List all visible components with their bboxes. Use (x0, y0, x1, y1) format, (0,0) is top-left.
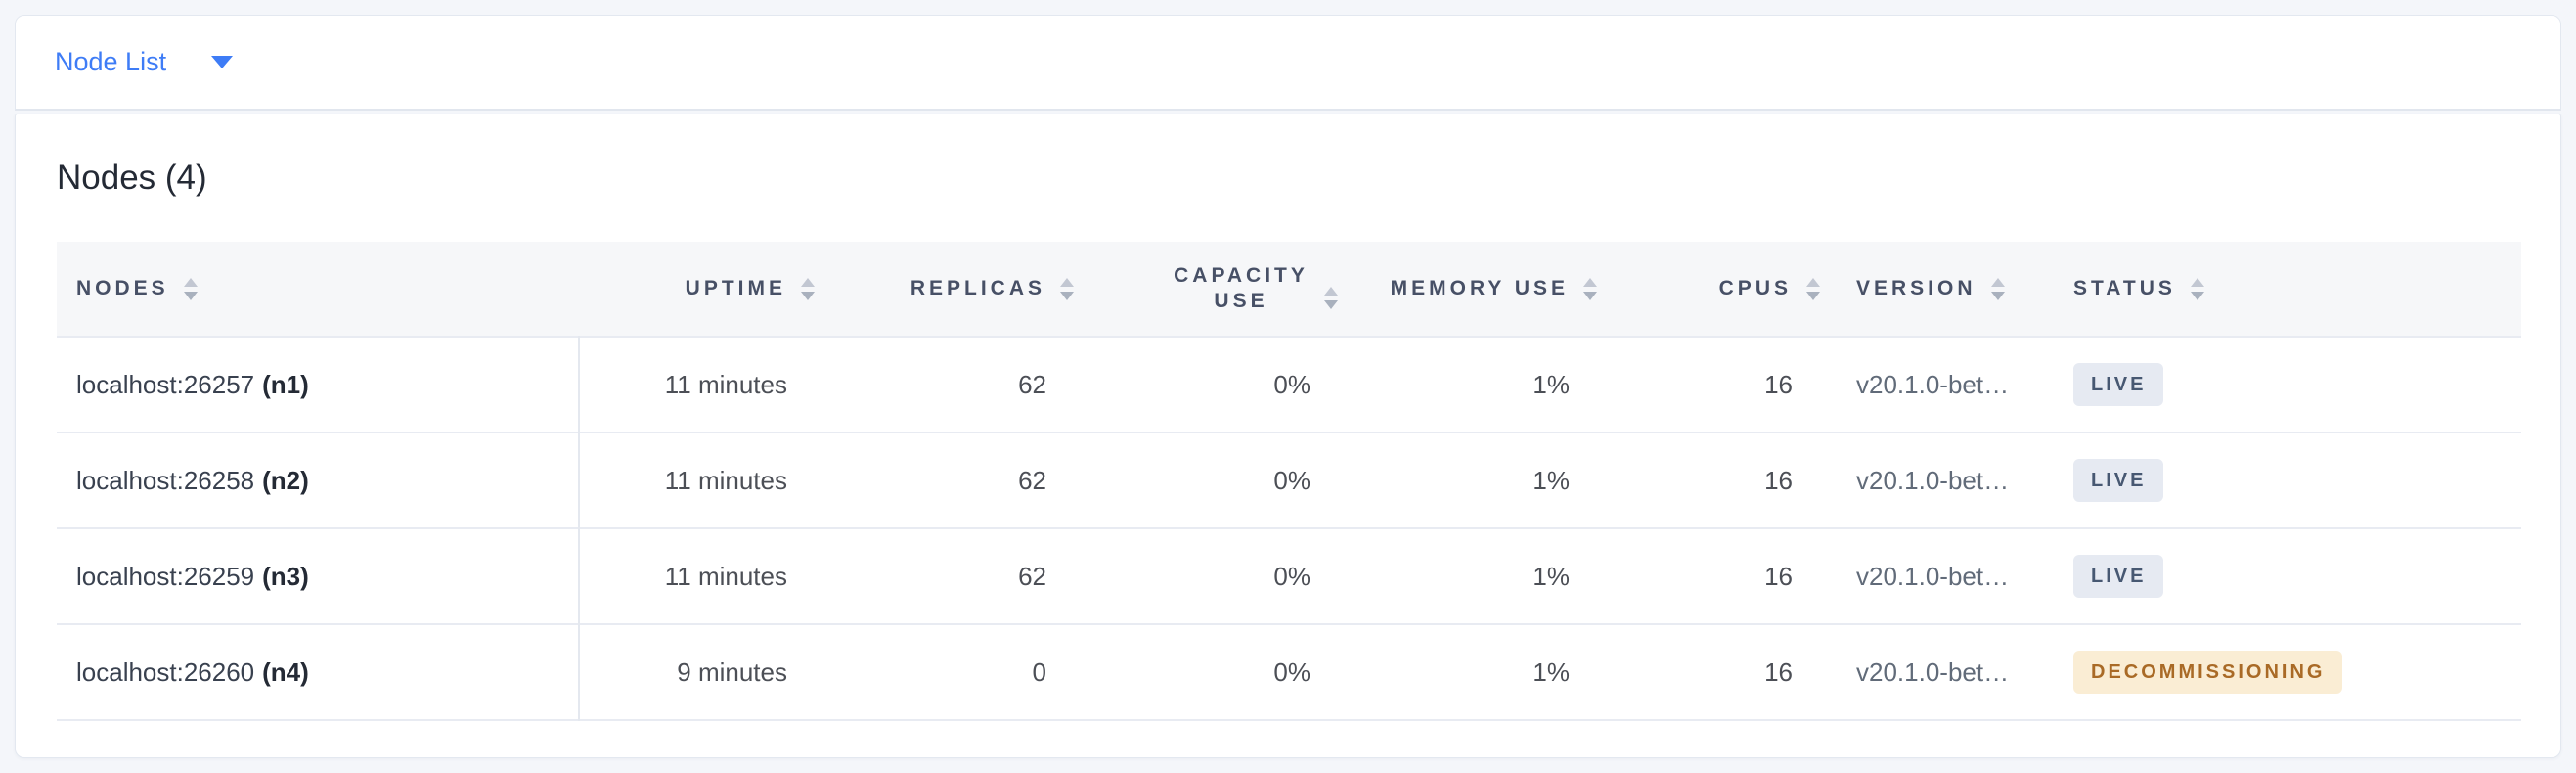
column-header-status[interactable]: Status (2045, 242, 2521, 337)
status-badge: LIVE (2073, 459, 2164, 502)
version-cell: v20.1.0-bet… (1856, 657, 2010, 687)
capacity-use-cell: 0% (1273, 369, 1310, 399)
table-header-row: Nodes Uptime Replicas Capacity Use Memor… (57, 242, 2521, 337)
cpus-cell: 16 (1764, 369, 1793, 399)
node-address-link[interactable]: localhost:26260 (76, 657, 255, 687)
status-cell: LIVE (2045, 432, 2521, 528)
capacity-use-cell: 0% (1273, 465, 1310, 495)
status-cell: DECOMMISSIONING (2045, 624, 2521, 720)
memory-use-cell: 1% (1532, 657, 1570, 687)
column-header-nodes[interactable]: Nodes (57, 242, 579, 337)
column-header-capacity-use[interactable]: Capacity Use (1082, 242, 1346, 337)
node-list-dropdown[interactable]: Node List (55, 47, 234, 77)
memory-use-cell: 1% (1532, 561, 1570, 591)
column-header-cpus[interactable]: CPUs (1605, 242, 1828, 337)
column-header-version[interactable]: Version (1828, 242, 2045, 337)
uptime-cell: 9 minutes (677, 657, 787, 687)
sort-icon (1060, 277, 1074, 300)
sort-icon (1990, 277, 2005, 300)
node-list-dropdown-label: Node List (55, 47, 167, 76)
node-address-link[interactable]: localhost:26258 (76, 465, 255, 495)
view-selector-bar: Node List (15, 15, 2561, 111)
uptime-cell: 11 minutes (664, 561, 787, 591)
page-title: Nodes (4) (57, 159, 207, 197)
nodes-card: Nodes (4) Nodes Uptime Replicas Capacity… (15, 114, 2561, 758)
status-cell: LIVE (2045, 528, 2521, 624)
table-row[interactable]: localhost:26257 (n1) 11 minutes 62 0% 1% … (57, 337, 2521, 432)
sort-icon (1324, 287, 1338, 309)
uptime-cell: 11 minutes (664, 369, 787, 399)
node-address-link[interactable]: localhost:26257 (76, 369, 255, 399)
replicas-cell: 0 (1032, 657, 1046, 687)
status-cell: LIVE (2045, 337, 2521, 432)
version-cell: v20.1.0-bet… (1856, 369, 2010, 399)
sort-icon (183, 277, 198, 300)
uptime-cell: 11 minutes (664, 465, 787, 495)
status-badge: DECOMMISSIONING (2073, 651, 2343, 694)
sort-icon (1806, 277, 1820, 300)
status-badge: LIVE (2073, 363, 2164, 406)
replicas-cell: 62 (1018, 465, 1046, 495)
column-header-memory-use[interactable]: Memory Use (1346, 242, 1605, 337)
cpus-cell: 16 (1764, 465, 1793, 495)
sort-icon (801, 277, 815, 300)
nodes-table: Nodes Uptime Replicas Capacity Use Memor… (57, 242, 2521, 721)
replicas-cell: 62 (1018, 369, 1046, 399)
column-header-replicas[interactable]: Replicas (822, 242, 1082, 337)
status-badge: LIVE (2073, 555, 2164, 598)
sort-icon (1583, 277, 1597, 300)
node-id: (n4) (262, 657, 309, 687)
capacity-use-cell: 0% (1273, 561, 1310, 591)
capacity-use-cell: 0% (1273, 657, 1310, 687)
cpus-cell: 16 (1764, 561, 1793, 591)
table-row[interactable]: localhost:26259 (n3) 11 minutes 62 0% 1% … (57, 528, 2521, 624)
memory-use-cell: 1% (1532, 369, 1570, 399)
column-header-uptime[interactable]: Uptime (579, 242, 822, 337)
node-id: (n1) (262, 369, 309, 399)
memory-use-cell: 1% (1532, 465, 1570, 495)
replicas-cell: 62 (1018, 561, 1046, 591)
node-id: (n2) (262, 465, 309, 495)
node-address-link[interactable]: localhost:26259 (76, 561, 255, 591)
node-id: (n3) (262, 561, 309, 591)
version-cell: v20.1.0-bet… (1856, 561, 2010, 591)
chevron-down-icon (211, 56, 234, 68)
table-row[interactable]: localhost:26258 (n2) 11 minutes 62 0% 1% … (57, 432, 2521, 528)
table-body: localhost:26257 (n1) 11 minutes 62 0% 1% … (57, 337, 2521, 720)
table-row[interactable]: localhost:26260 (n4) 9 minutes 0 0% 1% 16… (57, 624, 2521, 720)
sort-icon (2190, 277, 2204, 300)
cpus-cell: 16 (1764, 657, 1793, 687)
version-cell: v20.1.0-bet… (1856, 465, 2010, 495)
